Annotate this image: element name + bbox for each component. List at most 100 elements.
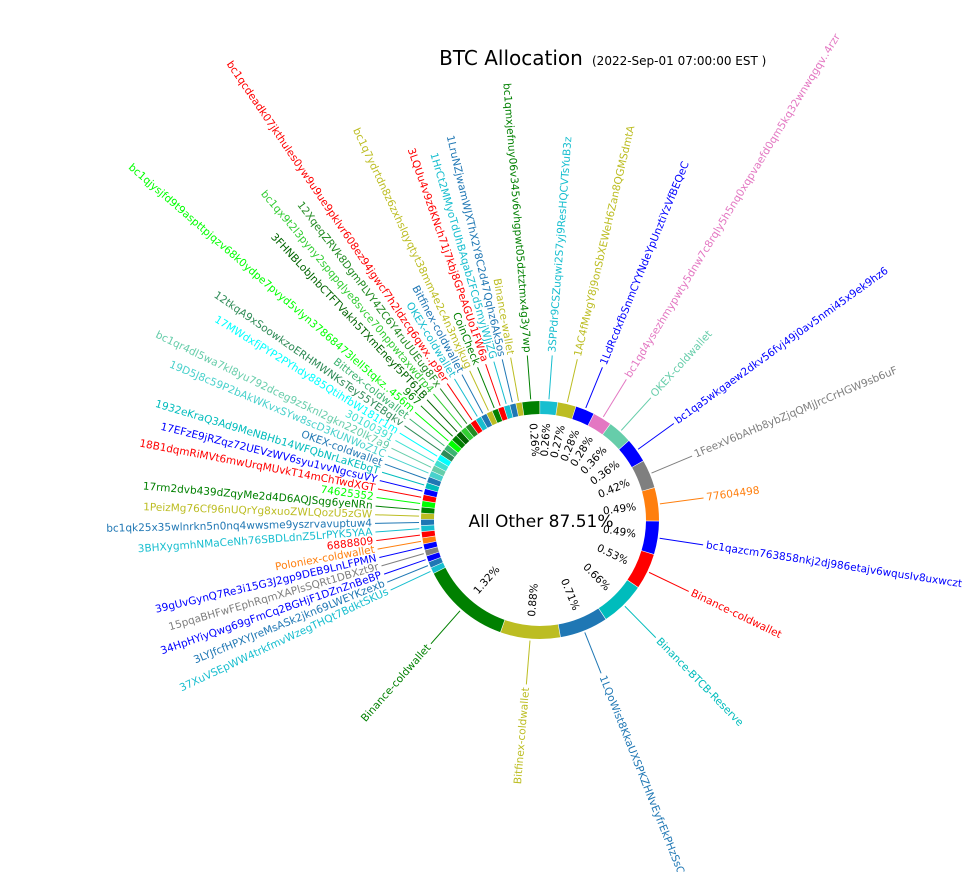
leader-line-11	[377, 540, 421, 550]
slice-percent-4: 0.88%	[526, 583, 541, 617]
leader-line-9	[381, 553, 424, 567]
leader-line-20	[381, 471, 425, 486]
slice-36-bc1q7ydrtdn8z6zxhslqyqtyt38mm4e2c4n3mxjk	[486, 411, 498, 426]
leader-line-36	[469, 370, 489, 411]
slice-28-bc1qjysjfd9t9aspttpjqzv68k0ydpe7pvyd5vly	[448, 440, 462, 453]
slice-20-1932ekraq3ad9menbhb14wfqbnrlakebgt	[425, 482, 440, 492]
leader-line-0	[659, 537, 704, 546]
leader-line-47	[620, 397, 652, 431]
leader-line-19	[379, 480, 423, 492]
leader-line-21	[384, 463, 427, 480]
slice-33-bc1qcdeadk07jkthules0yw9u9ue9pklvr608ez9	[470, 420, 483, 434]
slice-label-2: Binance-BTCB-Reserve	[654, 636, 746, 729]
slice-5-binance-coldwallet	[433, 567, 505, 633]
slice-16-17rm2dvb439dzqyme2d4d6aqjsqg6yenrn	[421, 507, 435, 514]
slice-26-12tkqa9xsoowkzoerhmwnkstey55yebqkv	[440, 449, 455, 462]
leader-line-26	[404, 425, 441, 452]
slice-label-49: 1FeexV6bAHb8ybZjqQMjJrcCrHGW9sb6uF	[693, 364, 900, 460]
slice-label-0: bc1qazcm763858nkj2dj986etajv6wqusIv8uxwc…	[705, 539, 963, 590]
slice-30-3fhnblobjnbctftvakh5txmeneyf5pt61b	[456, 431, 470, 445]
slice-percent-0: 0.49%	[602, 524, 637, 541]
slice-percent-5: 1.32%	[471, 564, 502, 597]
leader-line-43	[548, 355, 553, 400]
leader-line-3	[584, 632, 602, 674]
leader-line-6	[390, 570, 431, 591]
slice-27-bittrex-coldwallet	[444, 444, 458, 458]
slice-label-12: 6888809	[326, 535, 374, 553]
leader-line-40	[501, 359, 513, 403]
slice-22-19d5j8c59p2bakwkvxsyw8scd3kunwoz1c	[429, 471, 444, 482]
slice-4-bitfinex-coldwallet	[500, 620, 561, 639]
slice-35-bitfinex-coldwallet	[481, 413, 493, 428]
slice-37-coincheck	[492, 408, 503, 423]
leader-line-15	[375, 514, 420, 517]
leader-line-27	[409, 418, 445, 447]
leader-line-45	[585, 367, 603, 409]
leader-line-18	[377, 488, 422, 498]
slice-percent-2: 0.66%	[580, 561, 612, 593]
slice-31-bc1qx9t2l3pyny2spqpqlye8svce70nppwtaxwdr	[461, 427, 474, 441]
leader-line-16	[375, 505, 420, 511]
slice-46-bc1qd4ysezhmypwty5dnw7c8rqly5h5nq0xqpvae	[588, 414, 611, 435]
slice-25-17mwdxfjpyp2pyhdy885qtihfbw181r1m	[437, 454, 452, 467]
leader-line-46	[602, 379, 627, 418]
slice-18-18b1dqmrimvt6mwurqmuvkt14mchtwdxgt	[422, 494, 437, 503]
donut-slices	[421, 401, 660, 639]
slice-47-okex-coldwallet	[602, 424, 629, 450]
leader-line-38	[485, 364, 501, 406]
leader-line-30	[426, 399, 458, 433]
slice-17-74625352	[421, 501, 436, 509]
leader-line-32	[439, 388, 468, 424]
leader-line-37	[477, 367, 495, 409]
slice-label-5: Binance-coldwallet	[359, 642, 434, 724]
slice-percent-43: 0.26%	[539, 423, 553, 457]
slice-50-77604498	[642, 487, 660, 521]
chart-title: BTC Allocation	[439, 46, 583, 70]
leader-line-42	[526, 355, 532, 400]
slice-9-15pqabhfwfephrqmxaplssqrt1dbxzt9r	[424, 547, 439, 556]
chart-subtitle: (2022-Sep-01 07:00:00 EST )	[592, 54, 766, 68]
leader-line-1	[648, 571, 689, 592]
leader-line-35	[461, 374, 484, 414]
slice-43-3sppdr9cszuqwi2s7yj9reshqcvtsyub3z	[540, 401, 558, 416]
slice-7-3lyjfcfhpxyjremsask2jkn69lweykzexb	[428, 557, 443, 568]
slice-label-43: 3SPPdr9CSZuqwi2S7yj9ResHQCVTsYuB3z	[546, 136, 574, 353]
leader-line-22	[387, 455, 429, 474]
slice-0-bc1qazcm763858nkj2dj986etajv6wqusiv8uxwc	[641, 521, 659, 555]
slice-label-3: 1LQoWist8KkaUXSPKZHNvEyfrEkPHzSsCd	[597, 674, 689, 872]
center-label: All Other 87.51%	[469, 512, 614, 532]
leader-line-10	[379, 547, 423, 559]
leader-line-25	[399, 432, 438, 457]
slice-12-6888809	[421, 530, 436, 538]
slice-14-bc1qk25x35wlnrkn5n0nq4wwsme9yszrvavuptuw	[421, 519, 435, 526]
leader-line-34	[454, 378, 478, 417]
leader-line-8	[383, 559, 426, 575]
slice-label-50: 77604498	[706, 485, 761, 504]
slice-13-3bhxygmhnmacenh76sbdldnz5lrpyk5yaa	[421, 525, 435, 532]
slice-percent-1: 0.53%	[595, 542, 630, 567]
slice-34-okex-coldwallet	[475, 416, 488, 431]
slice-8-34hphyiyqwg69gfmcq2bghjf1dznznbebp	[426, 552, 441, 562]
slice-label-1: Binance-coldwallet	[689, 587, 784, 641]
leader-line-50	[659, 497, 704, 505]
slice-32-12xqeqzrvk8dgmplvy4zc6y4ruuueug8fx	[465, 423, 478, 438]
slice-label-14: bc1qk25x35wlnrkn5n0nq4wwsme9yszrvavuptuw…	[106, 517, 372, 534]
slice-44-1ac4fmwgy8j9onsbxeweh6zan8qgmsdmta	[556, 402, 576, 419]
slice-24-30100391	[434, 460, 449, 472]
slice-38-3lquu4v9z6knch71j7kbj8gpeaguo1fw6a	[498, 406, 508, 421]
leader-line-4	[525, 640, 531, 685]
slice-21-okex-coldwallet	[427, 477, 442, 487]
leader-line-28	[414, 411, 449, 442]
slice-11-poloniex-coldwallet	[422, 536, 437, 544]
slice-48-bc1qa5wkgaew2dkv56fvj49j0av5nmi45x9ek9hz	[619, 440, 644, 468]
leader-line-44	[566, 359, 578, 403]
slice-49-1feexv6bahb8ybzjqqmjjrccrhgw9sb6uf	[632, 461, 655, 491]
slice-2-binance-btcb-reserve	[598, 580, 638, 620]
leader-line-7	[386, 565, 429, 583]
slice-6-37xuvsepww4trkfmvwzegthqt7bdktskus	[431, 562, 446, 574]
slice-percent-3: 0.71%	[558, 577, 582, 612]
slice-23-bc1qr4dl5wa7kl8yu792dceg9z5knl2gkn220lk7	[431, 465, 446, 477]
slice-29-967	[452, 435, 466, 449]
slice-19-17efze9jrzqz72uevzwv6syu1vvngcsuvy	[423, 488, 438, 498]
leader-line-17	[376, 497, 421, 505]
